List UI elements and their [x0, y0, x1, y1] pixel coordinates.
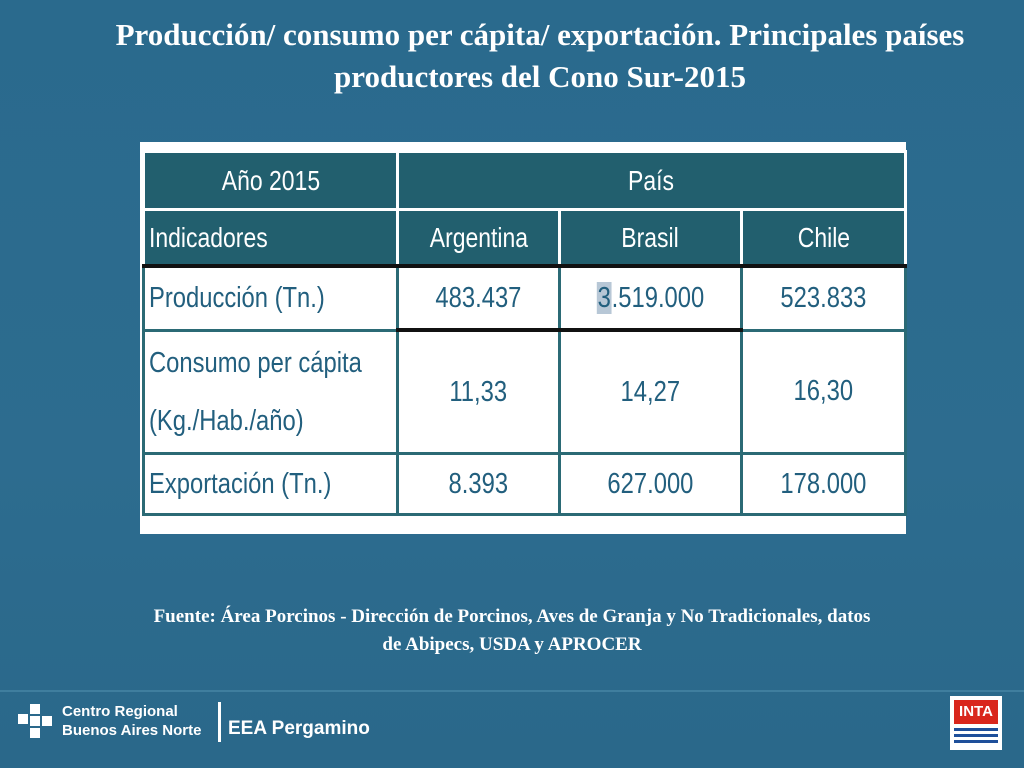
footer-separator [218, 702, 221, 742]
text-cursor-highlight: 3 [596, 281, 612, 314]
source-note: Fuente: Área Porcinos - Dirección de Por… [153, 606, 871, 655]
slide-title: Producción/ consumo per cápita/ exportac… [115, 17, 965, 94]
table-row: Consumo per cápita (Kg./Hab./año) 11,33 … [142, 328, 908, 455]
cell-produccion-chile: 523.833 [739, 264, 908, 332]
cell-consumo-argentina: 11,33 [396, 328, 561, 455]
country-header-brasil: Brasil [558, 208, 743, 268]
station-name: EEA Pergamino [228, 718, 370, 739]
country-group-header: País [395, 150, 908, 211]
cell-consumo-chile: 16,30 [739, 328, 908, 455]
country-header-chile: Chile [739, 208, 908, 268]
country-header-argentina: Argentina [396, 208, 561, 268]
inta-stripe [954, 728, 998, 731]
footer-divider [0, 690, 1024, 692]
indicators-header: Indicadores [142, 208, 399, 268]
indicators-table-panel: Año 2015 País Indicadores Argentina Bras… [140, 142, 908, 534]
cell-consumo-brasil: 14,27 [558, 328, 743, 455]
inta-logo-text: INTA [954, 700, 998, 724]
footer: Centro Regional Buenos Aires Norte EEA P… [0, 692, 1024, 768]
row-label-exportacion: Exportación (Tn.) [142, 452, 399, 516]
inta-stripe [954, 740, 998, 743]
table-row: Producción (Tn.) 483.437 3.519.000 523.8… [142, 264, 908, 332]
regional-center-logo-icon [18, 704, 52, 738]
cell-exportacion-brasil: 627.000 [558, 452, 743, 516]
year-header: Año 2015 [142, 150, 399, 211]
table-header-row-1: Año 2015 País [142, 150, 908, 211]
inta-logo: INTA [950, 696, 1002, 750]
inta-stripe [954, 734, 998, 737]
row-label-consumo: Consumo per cápita (Kg./Hab./año) [142, 328, 399, 455]
table-header-row-2: Indicadores Argentina Brasil Chile [142, 208, 908, 268]
regional-center-name: Centro Regional Buenos Aires Norte [62, 703, 202, 739]
cell-produccion-brasil: 3.519.000 [558, 264, 743, 332]
cell-produccion-argentina: 483.437 [396, 264, 561, 332]
cell-exportacion-argentina: 8.393 [396, 452, 561, 516]
indicators-table: Año 2015 País Indicadores Argentina Bras… [142, 150, 908, 516]
row-label-produccion: Producción (Tn.) [142, 264, 399, 332]
table-row: Exportación (Tn.) 8.393 627.000 178.000 [142, 452, 908, 516]
cell-exportacion-chile: 178.000 [739, 452, 908, 516]
